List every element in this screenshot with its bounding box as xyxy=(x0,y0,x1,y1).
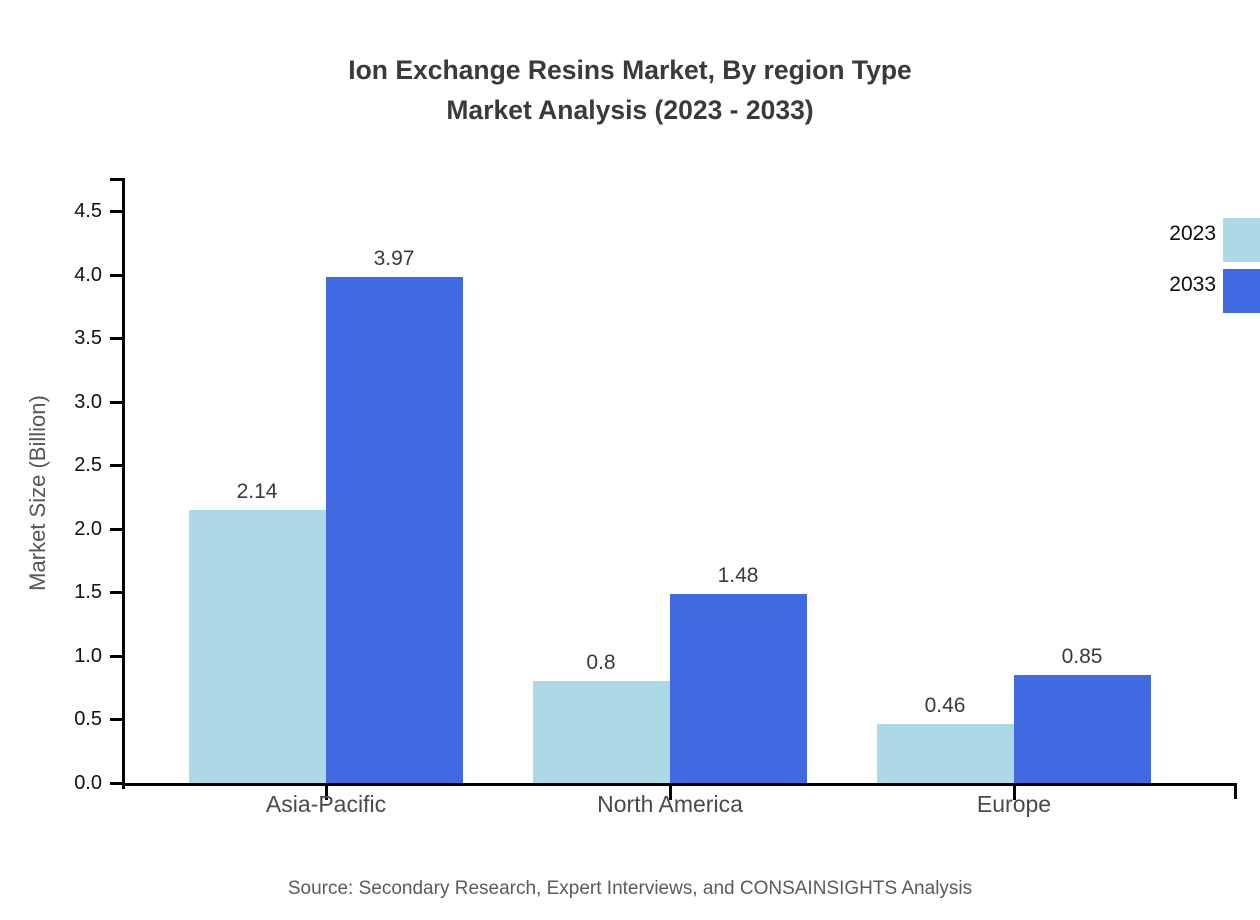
y-tick-7 xyxy=(110,337,122,340)
y-tick-label-3: 1.5 xyxy=(74,581,102,603)
x-axis-right-cap xyxy=(1234,783,1237,799)
bar-value-north-america-2023: 0.8 xyxy=(586,651,616,674)
y-tick-label-9: 4.5 xyxy=(74,200,102,222)
bar-value-europe-2023: 0.46 xyxy=(924,694,966,717)
y-tick-0 xyxy=(110,782,122,785)
y-tick-9 xyxy=(110,210,122,213)
plot-area: 0.0 0.5 1.0 1.5 2.0 2.5 3.0 3.5 4.0 4.5 … xyxy=(74,178,1237,817)
bar-asia-pacific-2033[interactable] xyxy=(326,277,463,783)
y-tick-label-8: 4.0 xyxy=(74,264,102,286)
legend-label-2033: 2033 xyxy=(1169,273,1216,296)
chart-title-line-1: Ion Exchange Resins Market, By region Ty… xyxy=(348,55,912,85)
y-tick-2 xyxy=(110,655,122,658)
bar-asia-pacific-2023[interactable] xyxy=(189,510,326,783)
y-tick-label-4: 2.0 xyxy=(74,518,102,540)
chart-title-line-2: Market Analysis (2023 - 2033) xyxy=(446,95,814,125)
legend-swatch-2023 xyxy=(1223,218,1260,262)
x-tick-label-north-america: North America xyxy=(597,791,743,817)
chart-legend: 2023 2033 xyxy=(1120,218,1260,318)
y-tick-5 xyxy=(110,464,122,467)
x-tick-europe xyxy=(1013,786,1016,800)
y-tick-label-1: 0.5 xyxy=(74,708,102,730)
source-note: Source: Secondary Research, Expert Inter… xyxy=(287,878,973,899)
legend-label-2023: 2023 xyxy=(1169,222,1216,245)
legend-item-2023[interactable]: 2023 xyxy=(1120,218,1260,262)
bar-value-asia-pacific-2033: 3.97 xyxy=(373,247,415,270)
y-tick-label-0: 0.0 xyxy=(74,772,102,794)
y-tick-8 xyxy=(110,274,122,277)
y-tick-4 xyxy=(110,528,122,531)
x-tick-label-asia-pacific: Asia-Pacific xyxy=(265,791,387,817)
bar-north-america-2033[interactable] xyxy=(670,594,807,783)
y-tick-1 xyxy=(110,718,122,721)
y-tick-label-5: 2.5 xyxy=(74,454,102,476)
x-tick-asia-pacific xyxy=(325,786,328,800)
y-axis-spine xyxy=(122,178,125,789)
bar-value-europe-2033: 0.85 xyxy=(1061,645,1103,668)
y-tick-label-2: 1.0 xyxy=(74,645,102,667)
y-tick-label-7: 3.5 xyxy=(74,327,102,349)
bar-europe-2033[interactable] xyxy=(1014,675,1151,783)
y-tick-label-6: 3.0 xyxy=(74,391,102,413)
legend-swatch-2033 xyxy=(1223,269,1260,313)
bar-value-north-america-2033: 1.48 xyxy=(717,564,759,587)
x-tick-label-europe: Europe xyxy=(976,791,1052,817)
bar-value-asia-pacific-2023: 2.14 xyxy=(236,480,278,503)
bar-north-america-2023[interactable] xyxy=(533,681,670,783)
bar-europe-2023[interactable] xyxy=(877,724,1014,783)
chart-title: Ion Exchange Resins Market, By region Ty… xyxy=(0,50,1260,130)
legend-item-2033[interactable]: 2033 xyxy=(1120,269,1260,313)
y-tick-6 xyxy=(110,401,122,404)
y-axis-top-cap xyxy=(110,178,125,181)
y-tick-3 xyxy=(110,591,122,594)
x-axis-spine xyxy=(122,783,1237,786)
x-tick-north-america xyxy=(669,786,672,800)
